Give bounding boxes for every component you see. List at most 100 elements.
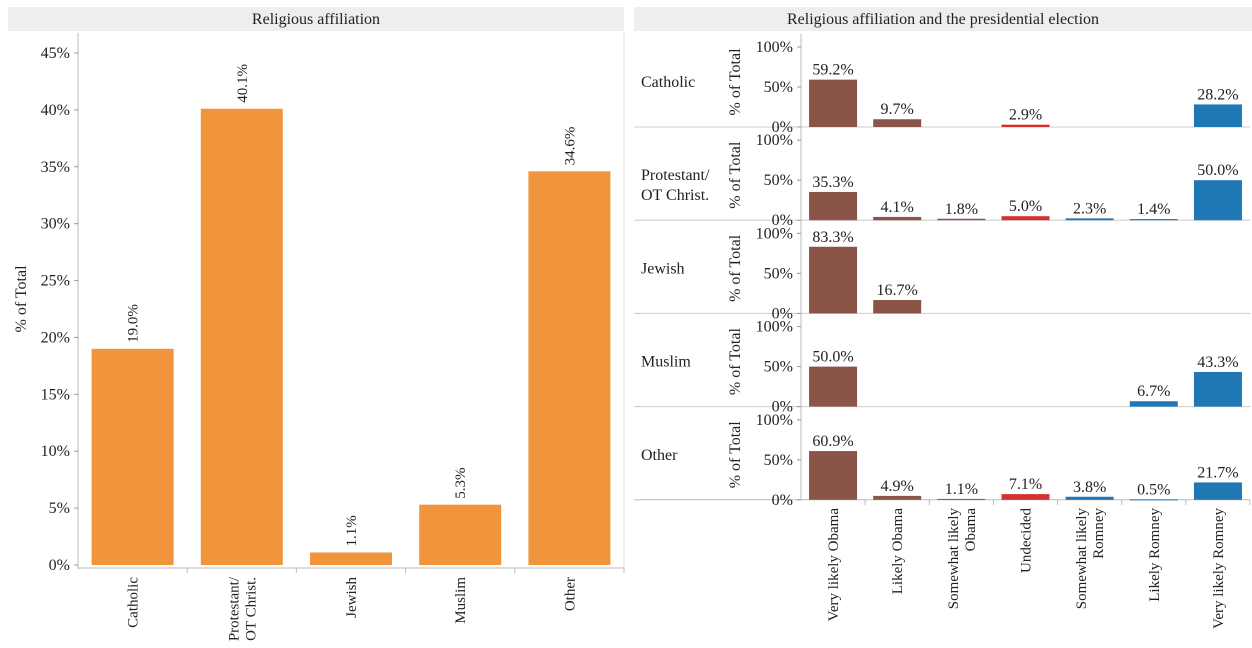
left-bar-value-label: 5.3% (453, 467, 469, 498)
left-bar-value-label: 1.1% (344, 515, 360, 546)
right-bar-value-label: 50.0% (812, 349, 853, 366)
right-chart-election: Religious affiliation and the presidenti… (634, 7, 1252, 629)
left-bar (200, 108, 283, 566)
right-x-tick-label: Likely Obama (890, 508, 906, 595)
right-y-axis-label: % of Total (727, 234, 744, 302)
right-bar-value-label: 4.9% (881, 478, 914, 495)
right-row-label: Muslim (641, 354, 691, 371)
svg-text:Likely Obama: Likely Obama (890, 508, 906, 595)
svg-text:Somewhat likelyRomney: Somewhat likelyRomney (1074, 508, 1107, 610)
svg-text:Catholic: Catholic (126, 577, 142, 628)
right-bar-value-label: 60.9% (812, 433, 853, 450)
right-bar-value-label: 50.0% (1197, 162, 1238, 179)
svg-text:Muslim: Muslim (453, 577, 469, 624)
left-y-tick-label: 5% (49, 500, 70, 517)
right-bar (873, 119, 922, 127)
right-title-bar (634, 7, 1252, 31)
left-x-tick-label: Protestant/OT Christ. (226, 576, 259, 641)
right-y-tick-label: 50% (764, 265, 793, 282)
right-y-tick-label: 50% (764, 79, 793, 96)
right-bar (1001, 124, 1050, 127)
right-bar-value-label: 35.3% (812, 174, 853, 191)
left-y-tick-label: 20% (41, 329, 70, 346)
right-row-label: Catholic (641, 74, 695, 91)
svg-text:Very likely Obama: Very likely Obama (826, 508, 842, 622)
right-bar-value-label: 0.5% (1137, 481, 1170, 498)
left-title-bar (8, 7, 624, 31)
svg-text:19.0%: 19.0% (126, 304, 142, 343)
svg-text:34.6%: 34.6% (562, 127, 578, 166)
svg-text:% of Total: % of Total (727, 141, 744, 209)
right-y-tick-label: 50% (764, 452, 793, 469)
right-bar-value-label: 21.7% (1197, 464, 1238, 481)
left-bar (419, 504, 502, 565)
right-x-tick-label: Likely Romney (1147, 508, 1163, 602)
svg-text:5.3%: 5.3% (453, 467, 469, 498)
left-y-tick-label: 0% (49, 557, 70, 574)
right-x-tick-label: Somewhat likelyObama (946, 508, 979, 610)
right-bar-value-label: 1.8% (945, 201, 978, 218)
right-bar-value-label: 83.3% (812, 229, 853, 246)
svg-text:% of Total: % of Total (727, 48, 744, 116)
right-y-axis-label: % of Total (727, 328, 744, 396)
right-bar-value-label: 9.7% (881, 101, 914, 118)
right-y-tick-label: 0% (772, 119, 793, 136)
right-bar (809, 451, 858, 500)
right-row-label: Other (641, 447, 678, 464)
right-bar (1193, 482, 1242, 500)
svg-text:Likely Romney: Likely Romney (1147, 508, 1163, 602)
left-y-tick-label: 30% (41, 216, 70, 233)
right-bar-value-label: 4.1% (881, 199, 914, 216)
svg-text:Protestant/OT Christ.: Protestant/OT Christ. (226, 576, 259, 641)
right-bar (937, 498, 986, 500)
svg-text:% of Total: % of Total (727, 234, 744, 302)
right-bar-value-label: 2.3% (1073, 200, 1106, 217)
svg-text:% of Total: % of Total (727, 328, 744, 396)
right-chart-title: Religious affiliation and the presidenti… (787, 11, 1099, 28)
right-bar (1001, 216, 1050, 221)
right-y-tick-label: 100% (756, 225, 793, 242)
right-x-tick-label: Very likely Romney (1211, 508, 1227, 629)
right-y-tick-label: 100% (756, 132, 793, 149)
right-bar (809, 191, 858, 221)
right-bar (1129, 401, 1178, 407)
right-bar (873, 300, 922, 314)
right-y-tick-label: 100% (756, 319, 793, 336)
right-bar-value-label: 1.1% (945, 481, 978, 498)
right-bar (1193, 371, 1242, 407)
right-y-tick-label: 50% (764, 359, 793, 376)
right-x-tick-label: Somewhat likelyRomney (1074, 508, 1107, 610)
left-y-tick-label: 15% (41, 386, 70, 403)
right-bar (873, 216, 922, 221)
left-chart-title: Religious affiliation (252, 11, 380, 28)
right-y-tick-label: 0% (772, 399, 793, 416)
right-bar (809, 79, 858, 127)
right-bar-value-label: 59.2% (812, 62, 853, 79)
svg-text:1.1%: 1.1% (344, 515, 360, 546)
left-bar (91, 348, 174, 565)
right-bar (1129, 499, 1178, 501)
right-bar-value-label: 5.0% (1009, 198, 1042, 215)
left-bar (310, 552, 392, 565)
left-y-tick-label: 10% (41, 443, 70, 460)
right-bar (1129, 219, 1178, 221)
left-x-tick-label: Jewish (344, 577, 360, 618)
left-x-tick-label: Other (562, 577, 578, 611)
svg-text:Somewhat likelyObama: Somewhat likelyObama (946, 508, 979, 610)
left-bar-value-label: 40.1% (235, 64, 251, 103)
right-bar-value-label: 3.8% (1073, 479, 1106, 496)
right-y-tick-label: 0% (772, 212, 793, 229)
right-bar-value-label: 16.7% (877, 282, 918, 299)
svg-text:40.1%: 40.1% (235, 64, 251, 103)
right-y-axis-label: % of Total (727, 48, 744, 116)
svg-text:Undecided: Undecided (1019, 508, 1035, 573)
right-y-tick-label: 50% (764, 172, 793, 189)
svg-text:Very likely Romney: Very likely Romney (1211, 508, 1227, 629)
left-x-tick-label: Muslim (453, 577, 469, 624)
right-bar (1001, 494, 1050, 500)
right-bar-value-label: 43.3% (1197, 354, 1238, 371)
svg-text:% of Total: % of Total (727, 421, 744, 489)
left-y-tick-label: 25% (41, 273, 70, 290)
right-bar (1193, 180, 1242, 221)
svg-text:Other: Other (562, 577, 578, 611)
